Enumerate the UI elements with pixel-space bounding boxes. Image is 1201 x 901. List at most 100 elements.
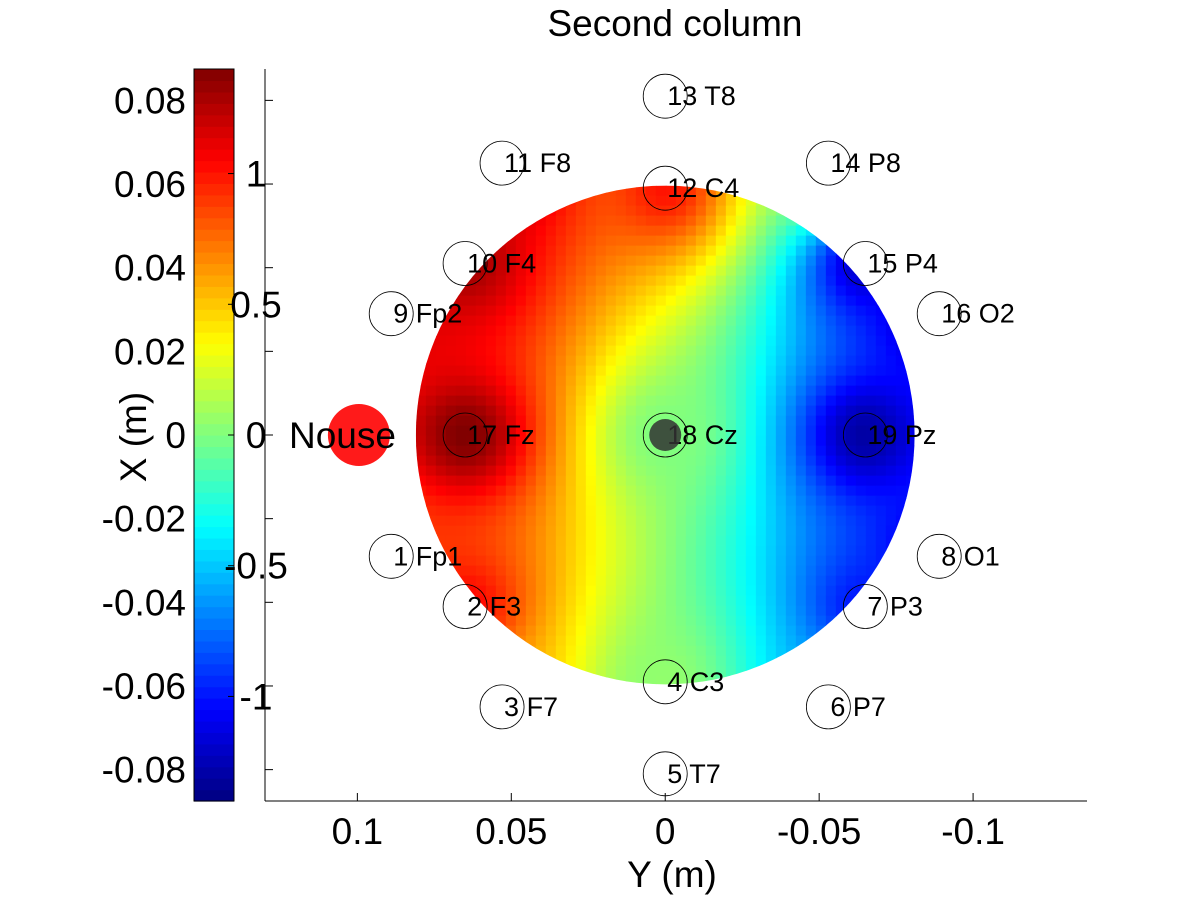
- colorbar-tick-label: -0.5: [224, 546, 288, 587]
- head-map-cell: [465, 365, 477, 377]
- head-map-cell: [435, 325, 447, 337]
- head-map-cell: [675, 525, 687, 537]
- head-map-cell: [905, 355, 915, 367]
- colorbar-strip: [194, 354, 234, 367]
- head-map-cell: [525, 485, 537, 497]
- head-map-cell: [805, 215, 817, 227]
- head-map-cell: [805, 295, 817, 307]
- head-map-cell: [555, 585, 567, 597]
- head-map-cell: [665, 205, 677, 217]
- head-map-cell: [885, 425, 897, 437]
- head-map-cell: [555, 605, 567, 617]
- head-map-cell: [835, 345, 847, 357]
- head-map-cell: [615, 265, 627, 277]
- head-map-cell: [725, 595, 737, 607]
- x-tick-label: -0.1: [941, 811, 1005, 852]
- head-map-cell: [555, 565, 567, 577]
- head-map-cell: [725, 255, 737, 267]
- head-map-cell: [745, 535, 757, 547]
- head-map-cell: [815, 385, 827, 397]
- head-map-cell: [865, 525, 877, 537]
- head-map-cell: [845, 345, 857, 357]
- colorbar-strip: [194, 206, 234, 219]
- head-map-cell: [575, 435, 587, 447]
- head-map-cell: [425, 455, 437, 467]
- head-map-cell: [605, 675, 617, 685]
- head-map-cell: [545, 255, 557, 267]
- head-map-cell: [745, 485, 757, 497]
- head-map-cell: [855, 305, 867, 317]
- head-map-cell: [765, 565, 777, 577]
- head-map-cell: [895, 525, 907, 537]
- head-map-cell: [885, 525, 897, 537]
- head-map-cell: [625, 565, 637, 577]
- head-map-cell: [825, 325, 837, 337]
- head-map-cell: [435, 465, 447, 477]
- head-map-cell: [755, 515, 767, 527]
- head-map-cell: [755, 505, 767, 517]
- head-map-cell: [635, 335, 647, 347]
- head-map-cell: [685, 565, 697, 577]
- head-map-cell: [615, 475, 627, 487]
- head-map-cell: [425, 345, 437, 357]
- head-map-cell: [655, 275, 667, 287]
- head-map-cell: [535, 255, 547, 267]
- head-map-cell: [495, 405, 507, 417]
- colorbar-strip: [194, 606, 234, 619]
- head-map-cell: [455, 275, 467, 287]
- head-map-cell: [695, 285, 707, 297]
- head-map-cell: [585, 405, 597, 417]
- head-map-cell: [775, 315, 787, 327]
- head-map-cell: [675, 545, 687, 557]
- head-map-cell: [465, 475, 477, 487]
- head-map-cell: [635, 455, 647, 467]
- colorbar-strip: [194, 229, 234, 242]
- head-map-cell: [805, 265, 817, 277]
- head-map-cell: [465, 305, 477, 317]
- head-map-cell: [695, 295, 707, 307]
- y-tick-label: 0.08: [114, 80, 186, 121]
- head-map-cell: [495, 385, 507, 397]
- head-map-cell: [825, 335, 837, 347]
- head-map-cell: [685, 655, 697, 667]
- head-map-cell: [735, 375, 747, 387]
- head-map-cell: [645, 465, 657, 477]
- head-map-cell: [535, 425, 547, 437]
- head-map-cell: [445, 305, 457, 317]
- head-map-cell: [415, 345, 427, 357]
- head-map-cell: [675, 485, 687, 497]
- head-map-cell: [815, 485, 827, 497]
- head-map-cell: [595, 265, 607, 277]
- head-map-cell: [775, 585, 787, 597]
- head-map-cell: [605, 195, 617, 207]
- head-map-cell: [795, 255, 807, 267]
- colorbar-strip: [194, 720, 234, 733]
- x-tick-label: 0.1: [332, 811, 383, 852]
- head-map-cell: [475, 465, 487, 477]
- head-map-cell: [765, 545, 777, 557]
- head-map-cell: [715, 545, 727, 557]
- head-map-cell: [495, 585, 507, 597]
- head-map-cell: [815, 495, 827, 507]
- head-map-cell: [555, 465, 567, 477]
- head-map-cell: [435, 435, 447, 447]
- head-map-cell: [815, 425, 827, 437]
- head-map-cell: [505, 265, 517, 277]
- head-map-cell: [605, 365, 617, 377]
- head-map-cell: [615, 645, 627, 657]
- head-map-cell: [465, 335, 477, 347]
- head-map-cell: [685, 355, 697, 367]
- head-map-cell: [575, 455, 587, 467]
- head-map-cell: [565, 615, 577, 627]
- head-map-cell: [705, 445, 717, 457]
- head-map-cell: [445, 485, 457, 497]
- head-map-cell: [635, 465, 647, 477]
- head-map-cell: [495, 525, 507, 537]
- head-map-cell: [455, 505, 467, 517]
- head-map-cell: [545, 455, 557, 467]
- colorbar-strip: [194, 435, 234, 448]
- head-map-cell: [435, 505, 447, 517]
- head-map-cell: [735, 275, 747, 287]
- head-map-cell: [445, 375, 457, 387]
